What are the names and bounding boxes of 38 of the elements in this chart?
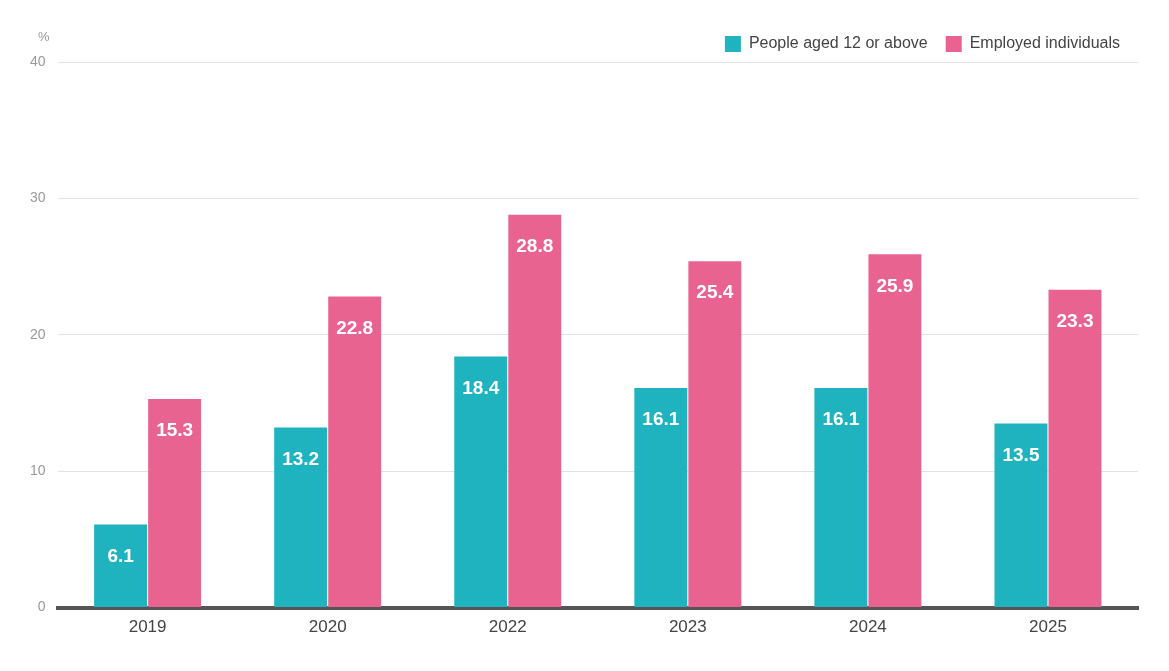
y-tick-label: 30 xyxy=(29,189,46,206)
data-label: 28.8 xyxy=(516,235,554,256)
bar xyxy=(94,524,148,608)
x-tick-label: 2023 xyxy=(668,617,707,637)
x-tick-label: 2022 xyxy=(488,617,527,637)
bar xyxy=(148,398,202,608)
data-label: 15.3 xyxy=(156,419,194,441)
data-label: 18.4 xyxy=(462,376,500,398)
data-label: 23.3 xyxy=(1056,310,1094,332)
y-tick-label: 0 xyxy=(37,598,46,615)
data-label: 25.9 xyxy=(876,274,914,296)
bar xyxy=(274,427,328,608)
y-tick-label: 10 xyxy=(29,462,46,479)
data-label: 6.1 xyxy=(107,544,135,566)
bar xyxy=(688,261,742,608)
y-tick-label: 40 xyxy=(29,52,46,69)
x-tick-label: 2025 xyxy=(1029,617,1067,637)
x-tick-label: 2024 xyxy=(848,617,887,637)
legend-label: People aged 12 or above xyxy=(748,34,928,52)
bar xyxy=(994,423,1048,608)
y-axis-title: % xyxy=(38,29,51,45)
y-tick-label: 20 xyxy=(29,325,46,342)
legend-label: Employed individuals xyxy=(969,34,1121,52)
bar xyxy=(508,214,562,608)
bar xyxy=(634,388,688,608)
bar xyxy=(1048,289,1102,608)
bar xyxy=(454,356,508,608)
data-label: 22.8 xyxy=(336,316,374,338)
x-tick-label: 2019 xyxy=(128,617,167,637)
data-label: 13.5 xyxy=(1002,443,1040,465)
x-tick-label: 2020 xyxy=(308,617,347,637)
data-label: 16.1 xyxy=(822,408,860,430)
data-label: 25.4 xyxy=(696,281,734,303)
bar xyxy=(868,254,922,608)
bar xyxy=(328,296,382,608)
data-label: 13.2 xyxy=(282,447,320,469)
bar xyxy=(814,388,868,608)
data-label: 16.1 xyxy=(642,408,680,430)
